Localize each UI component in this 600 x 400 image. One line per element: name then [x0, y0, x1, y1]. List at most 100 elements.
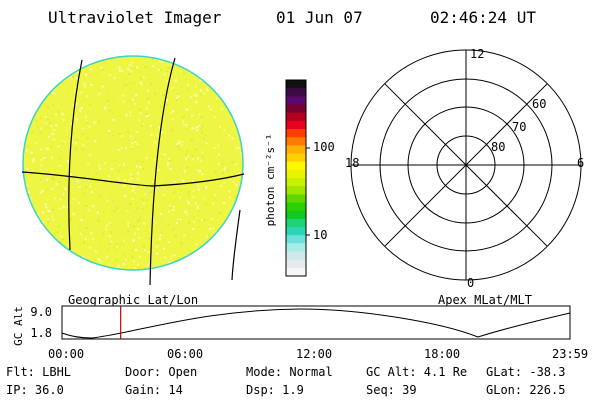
texture-speckle: [94, 56, 97, 59]
texture-speckle: [184, 157, 187, 160]
texture-speckle: [168, 261, 171, 264]
texture-speckle: [60, 237, 63, 240]
filter-status: Flt: LBHL: [6, 365, 72, 379]
texture-speckle: [145, 112, 148, 115]
texture-speckle: [109, 222, 112, 225]
texture-speckle: [222, 202, 225, 204]
texture-speckle: [52, 208, 55, 211]
texture-speckle: [169, 206, 172, 209]
mlat-label-60: 60: [532, 97, 547, 111]
timeline-xtick-0600: 06:00: [167, 347, 204, 361]
texture-speckle: [133, 239, 135, 242]
texture-speckle: [221, 162, 224, 165]
texture-speckle: [38, 62, 41, 65]
texture-speckle: [63, 175, 65, 178]
texture-speckle: [175, 96, 178, 99]
texture-speckle: [186, 166, 189, 168]
texture-speckle: [105, 224, 108, 227]
texture-speckle: [50, 246, 52, 249]
texture-speckle: [121, 94, 124, 97]
texture-speckle: [185, 124, 188, 127]
texture-speckle: [191, 56, 194, 58]
texture-speckle: [89, 246, 92, 249]
texture-speckle: [28, 190, 31, 193]
texture-speckle: [43, 63, 46, 66]
texture-speckle: [52, 177, 55, 180]
texture-speckle: [214, 244, 217, 247]
texture-speckle: [185, 153, 188, 156]
texture-speckle: [121, 135, 124, 137]
texture-speckle: [196, 126, 199, 129]
texture-speckle: [223, 93, 226, 96]
texture-speckle: [189, 125, 192, 128]
texture-speckle: [39, 132, 42, 135]
texture-speckle: [126, 209, 129, 212]
texture-speckle: [201, 125, 204, 127]
texture-speckle: [142, 168, 145, 170]
texture-speckle: [198, 113, 201, 116]
texture-speckle: [196, 157, 199, 160]
texture-speckle: [90, 232, 93, 235]
texture-speckle: [151, 57, 154, 60]
texture-speckle: [178, 196, 181, 199]
texture-speckle: [71, 116, 74, 119]
texture-speckle: [126, 84, 129, 87]
texture-speckle: [150, 82, 153, 85]
texture-speckle: [40, 148, 43, 151]
colorbar-swatch: [286, 80, 306, 89]
colorbar-swatch: [286, 243, 306, 253]
texture-speckle: [163, 247, 165, 250]
texture-speckle: [112, 134, 115, 137]
texture-speckle: [138, 237, 141, 240]
colorbar-tick-label-100: 100: [313, 140, 335, 154]
texture-speckle: [137, 177, 140, 180]
texture-speckle: [83, 82, 86, 85]
texture-speckle: [131, 249, 134, 252]
colorbar-swatch: [286, 112, 306, 122]
texture-speckle: [76, 138, 79, 141]
texture-speckle: [70, 217, 73, 220]
texture-speckle: [160, 153, 163, 156]
texture-speckle: [26, 168, 29, 171]
texture-speckle: [231, 137, 234, 140]
texture-speckle: [51, 115, 54, 118]
colorbar-swatch: [286, 251, 306, 261]
texture-speckle: [171, 254, 174, 257]
texture-speckle: [132, 260, 135, 263]
texture-speckle: [194, 85, 197, 88]
texture-speckle: [176, 145, 179, 148]
texture-speckle: [232, 103, 235, 106]
texture-speckle: [54, 93, 57, 95]
texture-speckle: [138, 219, 141, 222]
texture-speckle: [192, 189, 195, 192]
texture-speckle: [30, 64, 33, 67]
texture-speckle: [53, 89, 56, 92]
mlat-label-70: 70: [512, 120, 527, 134]
texture-speckle: [193, 221, 196, 223]
colorbar-swatch: [286, 194, 306, 204]
texture-speckle: [81, 127, 84, 130]
texture-speckle: [178, 265, 181, 268]
texture-speckle: [142, 122, 145, 125]
texture-speckle: [189, 178, 192, 181]
texture-speckle: [107, 178, 110, 181]
texture-speckle: [141, 198, 144, 201]
texture-speckle: [33, 60, 36, 62]
texture-speckle: [44, 203, 47, 206]
texture-speckle: [226, 260, 228, 263]
texture-speckle: [26, 125, 29, 127]
texture-speckle: [136, 66, 139, 69]
texture-speckle: [25, 149, 28, 152]
texture-speckle: [177, 218, 179, 221]
texture-speckle: [121, 146, 123, 149]
texture-speckle: [55, 183, 58, 185]
texture-speckle: [83, 216, 86, 219]
texture-speckle: [134, 67, 137, 70]
texture-speckle: [210, 56, 213, 59]
texture-speckle: [226, 86, 229, 89]
texture-speckle: [20, 119, 22, 121]
texture-speckle: [106, 256, 108, 259]
texture-speckle: [121, 145, 124, 148]
texture-speckle: [239, 151, 242, 154]
texture-speckle: [128, 179, 131, 182]
